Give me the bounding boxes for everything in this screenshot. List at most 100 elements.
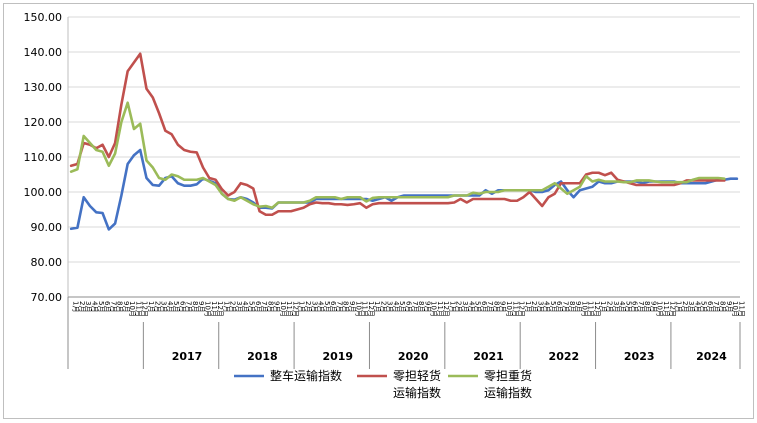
- x-tick-label: 12月: [668, 301, 676, 317]
- x-tick-label: 12月: [141, 301, 149, 317]
- series-lines: [69, 52, 739, 231]
- year-label: 2021: [473, 350, 504, 363]
- x-tick-label: 8月: [191, 301, 199, 312]
- x-tick-label: 8月: [116, 301, 124, 312]
- x-tick-label: 1月: [147, 301, 155, 312]
- y-tick-label: 70.00: [31, 291, 63, 304]
- x-tick-label: 3月: [612, 301, 620, 312]
- x-tick-label: 6月: [405, 301, 413, 312]
- legend-label-line: 运输指数: [484, 385, 532, 400]
- x-tick-label: 5月: [247, 301, 255, 312]
- x-tick-label: 1月: [298, 301, 306, 312]
- x-tick-label: 9月: [725, 301, 733, 312]
- x-tick-label: 1月: [448, 301, 456, 312]
- y-tick-label: 140.00: [24, 46, 63, 59]
- x-tick-label: 9月: [649, 301, 657, 312]
- x-tick-label: 5月: [323, 301, 331, 312]
- x-tick-label: 4月: [467, 301, 475, 312]
- x-tick-label: 5月: [474, 301, 482, 312]
- x-tick-label: 3月: [687, 301, 695, 312]
- x-tick-label: 10月: [580, 301, 588, 317]
- x-tick-label: 2月: [681, 301, 689, 312]
- x-tick-label: 2月: [304, 301, 312, 312]
- x-tick-label: 11月: [511, 301, 519, 317]
- legend-label-line: 零担重货: [484, 368, 532, 383]
- legend: 整车运输指数 零担轻货运输指数 零担重货运输指数: [234, 368, 532, 400]
- x-tick-label: 8月: [266, 301, 274, 312]
- x-tick-label: 2月: [229, 301, 237, 312]
- year-label: 2022: [549, 350, 580, 363]
- x-tick-label: 8月: [417, 301, 425, 312]
- x-tick-label: 9月: [499, 301, 507, 312]
- x-tick-label: 11月: [210, 301, 218, 317]
- x-tick-label: 11月: [737, 301, 745, 317]
- y-tick-label: 90.00: [31, 221, 63, 234]
- x-tick-label: 3月: [461, 301, 469, 312]
- x-tick-label: 1月: [373, 301, 381, 312]
- x-tick-label: 6月: [480, 301, 488, 312]
- x-tick-label: 1月: [599, 301, 607, 312]
- x-tick-label: 7月: [185, 301, 193, 312]
- y-tick-label: 80.00: [31, 256, 63, 269]
- x-tick-label: 4月: [693, 301, 701, 312]
- x-tick-label: 2月: [605, 301, 613, 312]
- x-tick-label: 12月: [593, 301, 601, 317]
- series-line-2: [69, 52, 726, 217]
- x-tick-label: 3月: [160, 301, 168, 312]
- legend-label-1: 整车运输指数: [270, 368, 342, 383]
- x-tick-label: 2月: [455, 301, 463, 312]
- x-tick-label: 8月: [719, 301, 727, 312]
- year-label: 2024: [696, 350, 727, 363]
- x-tick-label: 7月: [712, 301, 720, 312]
- x-tick-label: 1月: [222, 301, 230, 312]
- series-line-1: [69, 148, 739, 231]
- x-tick-label: 4月: [543, 301, 551, 312]
- x-tick-label: 4月: [90, 301, 98, 312]
- x-tick-label: 7月: [109, 301, 117, 312]
- x-tick-label: 9月: [348, 301, 356, 312]
- line-chart: 70.00 80.00 90.00 100.00 110.00 120.00 130.00 1…: [24, 11, 746, 400]
- x-tick-label: 7月: [562, 301, 570, 312]
- x-tick-label: 5月: [700, 301, 708, 312]
- x-tick-label: 9月: [574, 301, 582, 312]
- legend-label-line: 整车运输指数: [270, 368, 342, 383]
- y-tick-label: 150.00: [24, 11, 63, 24]
- x-tick-label: 7月: [335, 301, 343, 312]
- year-label: 2020: [398, 350, 429, 363]
- x-tick-label: 12月: [518, 301, 526, 317]
- series-line-3: [69, 101, 726, 210]
- x-tick-label: 2月: [379, 301, 387, 312]
- x-tick-label: 12月: [291, 301, 299, 317]
- x-tick-label: 1月: [675, 301, 683, 312]
- x-tick-label: 5月: [624, 301, 632, 312]
- legend-label-line: 零担轻货: [393, 368, 441, 383]
- x-tick-label: 10月: [731, 301, 739, 317]
- x-tick-label: 11月: [587, 301, 595, 317]
- x-tick-label: 5月: [549, 301, 557, 312]
- x-tick-label: 11月: [134, 301, 142, 317]
- x-tick-label: 10月: [505, 301, 513, 317]
- x-tick-label: 1月: [72, 301, 80, 312]
- x-tick-label: 1月: [524, 301, 532, 312]
- y-tick-label: 130.00: [24, 81, 63, 94]
- x-tick-label: 8月: [568, 301, 576, 312]
- x-tick-label: 3月: [84, 301, 92, 312]
- x-tick-label: 11月: [662, 301, 670, 317]
- x-tick-label: 6月: [178, 301, 186, 312]
- x-tick-label: 10月: [430, 301, 438, 317]
- x-tick-label: 12月: [367, 301, 375, 317]
- x-tick-label: 10月: [204, 301, 212, 317]
- x-tick-label: 11月: [361, 301, 369, 317]
- y-tick-label: 120.00: [24, 116, 63, 129]
- x-tick-label: 12月: [216, 301, 224, 317]
- x-tick-label: 8月: [492, 301, 500, 312]
- x-tick-label: 6月: [706, 301, 714, 312]
- legend-label-line: 运输指数: [393, 385, 441, 400]
- year-label: 2018: [247, 350, 278, 363]
- x-tick-label: 6月: [329, 301, 337, 312]
- legend-label-2: 零担轻货运输指数: [393, 368, 441, 400]
- x-tick-label: 4月: [618, 301, 626, 312]
- x-tick-label: 5月: [172, 301, 180, 312]
- x-tick-label: 7月: [411, 301, 419, 312]
- x-tick-label: 10月: [656, 301, 664, 317]
